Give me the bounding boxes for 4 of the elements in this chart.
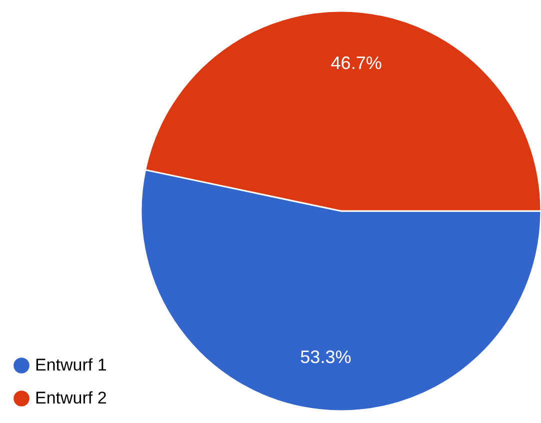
data-label: 53.3% [300,347,352,368]
legend-label: Entwurf 2 [35,388,107,408]
legend-label: Entwurf 1 [35,356,107,374]
data-label: 46.7% [330,52,382,73]
